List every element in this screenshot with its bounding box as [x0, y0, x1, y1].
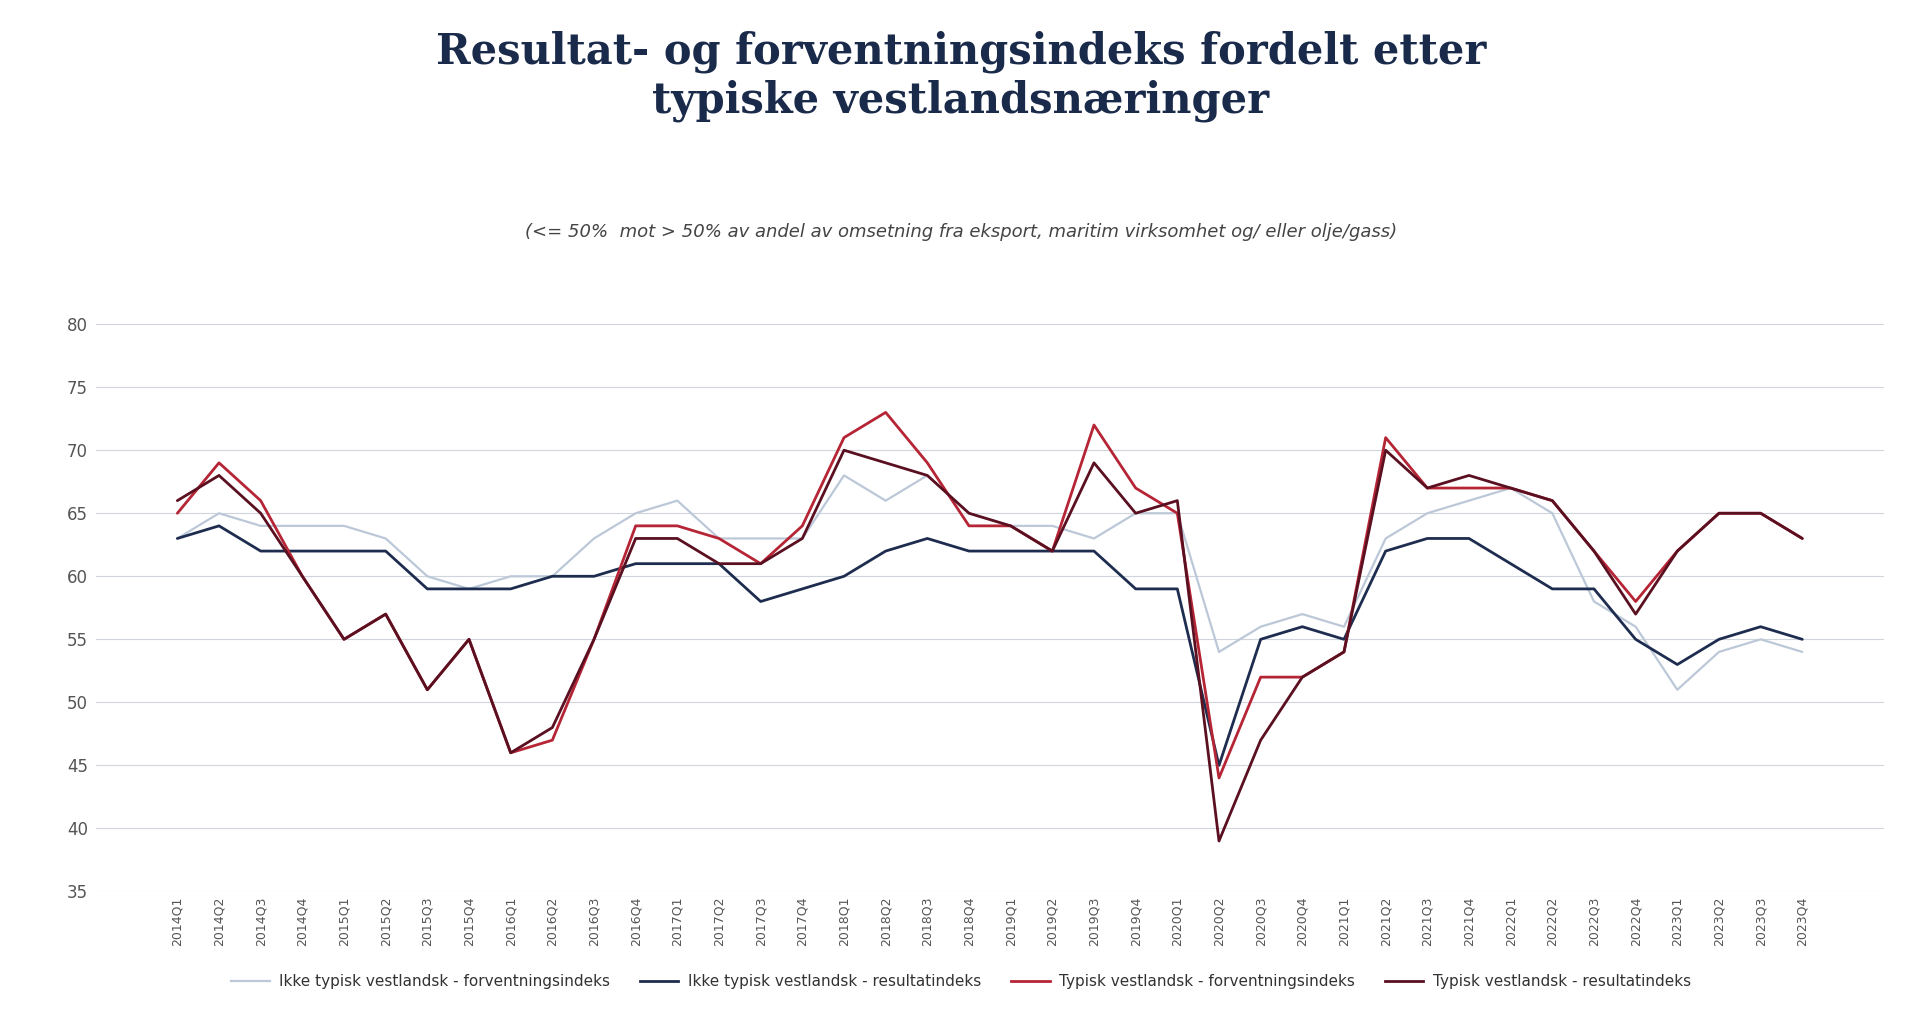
Text: Resultat- og forventningsindeks fordelt etter
typiske vestlandsnæringer: Resultat- og forventningsindeks fordelt … — [436, 30, 1486, 122]
Legend: Ikke typisk vestlandsk - forventningsindeks, Ikke typisk vestlandsk - resultatin: Ikke typisk vestlandsk - forventningsind… — [225, 968, 1697, 995]
Text: (<= 50%  mot > 50% av andel av omsetning fra eksport, maritim virksomhet og/ ell: (<= 50% mot > 50% av andel av omsetning … — [525, 223, 1397, 241]
